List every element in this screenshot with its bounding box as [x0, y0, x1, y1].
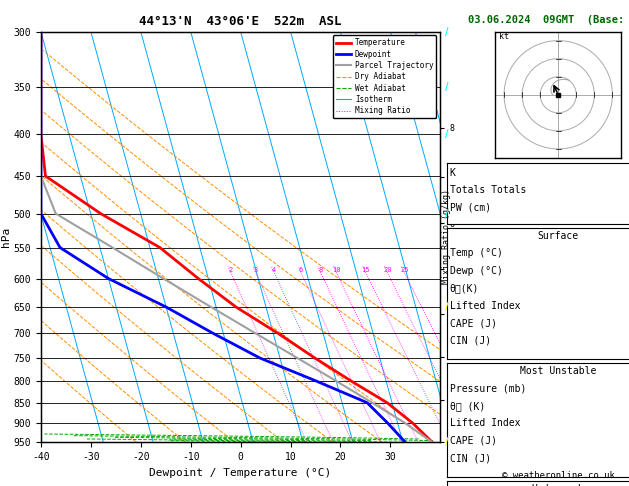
Legend: Temperature, Dewpoint, Parcel Trajectory, Dry Adiabat, Wet Adiabat, Isotherm, Mi: Temperature, Dewpoint, Parcel Trajectory… [333, 35, 437, 118]
Text: LCL: LCL [450, 423, 465, 432]
Text: CIN (J): CIN (J) [450, 336, 491, 346]
Text: /: / [445, 437, 448, 447]
Text: /: / [445, 302, 448, 312]
Text: 4: 4 [272, 266, 276, 273]
Text: 8: 8 [318, 266, 323, 273]
Text: Temp (°C): Temp (°C) [450, 248, 503, 259]
Text: Mixing Ratio (g/kg): Mixing Ratio (g/kg) [442, 190, 451, 284]
Text: CIN (J): CIN (J) [450, 453, 491, 464]
Text: 3: 3 [253, 266, 258, 273]
Text: 03.06.2024  09GMT  (Base: 18): 03.06.2024 09GMT (Base: 18) [467, 15, 629, 25]
Text: Dewp (°C): Dewp (°C) [450, 266, 503, 276]
Text: 10: 10 [332, 266, 341, 273]
Text: Pressure (mb): Pressure (mb) [450, 383, 526, 394]
Text: θᴇ(K): θᴇ(K) [450, 283, 479, 294]
Text: Lifted Index: Lifted Index [450, 418, 520, 429]
Text: /: / [445, 208, 448, 219]
X-axis label: Dewpoint / Temperature (°C): Dewpoint / Temperature (°C) [150, 468, 331, 478]
Text: /: / [445, 82, 448, 91]
Text: Lifted Index: Lifted Index [450, 301, 520, 311]
Text: 2: 2 [229, 266, 233, 273]
Text: /: / [445, 27, 448, 36]
Text: /: / [445, 129, 448, 139]
Text: Totals Totals: Totals Totals [450, 185, 526, 195]
Text: 6: 6 [299, 266, 303, 273]
Text: θᴇ (K): θᴇ (K) [450, 401, 485, 411]
Text: Hodograph: Hodograph [532, 484, 585, 486]
Y-axis label: km
ASL: km ASL [466, 237, 481, 256]
Text: CAPE (J): CAPE (J) [450, 436, 497, 446]
Text: Surface: Surface [538, 231, 579, 241]
Text: Most Unstable: Most Unstable [520, 366, 596, 376]
Text: 25: 25 [400, 266, 409, 273]
Text: 44°13'N  43°06'E  522m  ASL: 44°13'N 43°06'E 522m ASL [140, 15, 342, 28]
Text: 20: 20 [383, 266, 391, 273]
Y-axis label: hPa: hPa [1, 227, 11, 247]
Text: PW (cm): PW (cm) [450, 203, 491, 213]
Text: © weatheronline.co.uk: © weatheronline.co.uk [502, 471, 615, 480]
Text: CAPE (J): CAPE (J) [450, 318, 497, 329]
Text: 15: 15 [362, 266, 370, 273]
Text: kt: kt [499, 32, 509, 41]
Text: K: K [450, 168, 455, 178]
